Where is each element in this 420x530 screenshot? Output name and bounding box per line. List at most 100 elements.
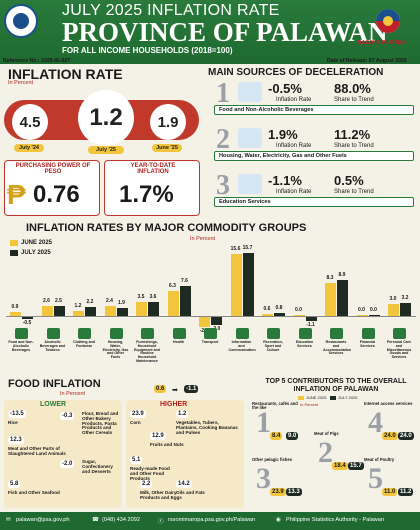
bar-label: 6.3 <box>169 282 176 289</box>
bar-label: 0.6 <box>263 305 271 312</box>
dec-rate: -1.1% <box>268 173 302 188</box>
top5-name: Other pelagic fishes <box>252 457 293 462</box>
category-label: Housing, Water, Electricity, Gas and Oth… <box>102 340 129 360</box>
category-label: Financial Services <box>359 340 376 348</box>
food-higher-value: 23.9 <box>130 410 146 418</box>
bar-july <box>22 317 33 319</box>
bar-label: 0.0 <box>370 307 377 313</box>
header-banner: JULY 2025 INFLATION RATE PROVINCE OF PAL… <box>0 0 420 64</box>
bar-july <box>85 307 96 316</box>
bar-july <box>148 301 159 316</box>
dec-rate: 1.9% <box>268 127 298 142</box>
top5-june: 8.4 <box>270 432 283 440</box>
dec-item-icon <box>238 128 262 148</box>
footer-email[interactable]: palawan@psa.gov.ph <box>16 517 70 523</box>
dec-share: 0.5% <box>334 173 364 188</box>
ytd-label: YEAR-TO-DATE INFLATION <box>130 163 176 175</box>
bar-label: 3.0 <box>389 296 397 302</box>
province-title: PROVINCE OF PALAWAN <box>62 17 388 47</box>
category-icon <box>46 328 60 339</box>
bar-june <box>388 304 399 316</box>
inflation-title: INFLATION RATE <box>8 66 123 82</box>
legend-june: JUNE 2025 <box>21 240 53 246</box>
jul24-label: July '24 <box>14 144 44 152</box>
bar-june <box>104 306 116 316</box>
dec-share-label: Share to Trend <box>334 143 374 149</box>
food-higher-name: Fruits and Nuts <box>150 442 184 447</box>
category-icon <box>15 328 28 339</box>
top5-july: 24.0 <box>398 432 414 440</box>
category-icon <box>109 328 123 339</box>
food-higher-name: Oils and Fats <box>176 490 205 495</box>
top5-legend-june: JUNE 2025 <box>306 395 327 400</box>
dec-rate-label: Inflation Rate <box>276 189 312 195</box>
deceleration-title: MAIN SOURCES OF DECELERATION <box>208 67 384 78</box>
bar-july <box>53 306 65 316</box>
top5-june: 11.0 <box>382 488 398 496</box>
food-higher-value: 12.9 <box>150 432 166 440</box>
category-icon <box>330 328 343 339</box>
top5-title: TOP 5 CONTRIBUTORS TO THE OVERALL INFLAT… <box>265 378 407 393</box>
report-title: JULY 2025 INFLATION RATE <box>62 2 280 19</box>
top5-june: 24.0 <box>382 432 398 440</box>
bar-label: 15.7 <box>242 245 253 252</box>
food-lower-name: Flour, Bread and Other Bakery Products, … <box>82 411 119 436</box>
jul24-bubble: 4.5 <box>12 104 48 140</box>
food-higher-name: Milk, Other Dairy Products and Eggs <box>140 490 182 500</box>
food-higher-name: Vegetables, Tubers, Plantains, Cooking B… <box>176 420 238 435</box>
food-higher-name: Corn <box>130 420 141 425</box>
dec-rate-label: Inflation Rate <box>276 143 312 149</box>
category-label: Information and Communication <box>228 340 256 352</box>
category-icon <box>172 328 186 339</box>
category-label: Education Services <box>295 340 314 348</box>
bar-label: 0.8 <box>275 304 283 311</box>
top5-rank: 3 <box>256 462 271 495</box>
dec-item-name: Housing, Water, Electricity, Gas and Oth… <box>214 151 414 161</box>
bagong-pilipinas-seal <box>376 9 400 33</box>
food-higher-label: HIGHER <box>160 401 188 408</box>
footer: ✉ palawan@psa.gov.ph ☎ (048) 434 2092 ⓕ … <box>0 512 420 530</box>
dec-rank-number: 1 <box>216 78 230 109</box>
top5-july: 9.0 <box>286 432 299 440</box>
food-higher-value: 2.2 <box>140 480 153 488</box>
peso-icon: ₱ <box>7 179 26 210</box>
food-june-value: 0.6 <box>154 385 167 393</box>
top5-legend-july: JULY 2025 <box>338 395 358 400</box>
food-july-value: -1.1 <box>184 385 199 393</box>
dec-rate: -0.5% <box>268 81 302 96</box>
dec-share-label: Share to Trend <box>334 189 374 195</box>
seal-caption: BAGONG PILIPINAS <box>358 40 407 46</box>
bar-july <box>400 303 411 316</box>
purchasing-power-value: 0.76 <box>33 181 80 208</box>
bar-label: 3.2 <box>401 295 409 302</box>
category-label: Restaurants and Accommodation Services <box>323 340 352 356</box>
top5-rank: 4 <box>368 406 383 439</box>
bar-july <box>179 285 191 316</box>
food-lower-value: -13.5 <box>8 410 26 418</box>
bar-june <box>41 305 53 316</box>
release-date: Date of Release: 07 August 2025 <box>327 58 407 64</box>
bar-july <box>305 317 317 322</box>
bar-label: 2.2 <box>86 299 94 306</box>
category-label: Recreation, Sport and Culture <box>263 340 283 352</box>
bar-label: 2.4 <box>106 298 113 305</box>
footer-fb[interactable]: rssomimaropa.psa.gov.ph/Palawan <box>168 517 255 523</box>
category-icon <box>78 328 91 339</box>
food-lower-value: 5.8 <box>8 480 21 488</box>
category-icon <box>393 328 406 339</box>
bar-label: 0.0 <box>358 307 365 313</box>
category-icon <box>141 328 154 339</box>
bar-june <box>136 302 147 316</box>
bar-july <box>368 315 380 316</box>
food-higher-name: Ready-made Food and Other Food Products <box>130 466 170 481</box>
top5-rank: 2 <box>318 436 333 469</box>
food-higher-value: 5.1 <box>130 456 143 464</box>
category-label: Health <box>173 340 184 344</box>
top5-july: 15.7 <box>348 462 364 470</box>
bar-label: 8.9 <box>338 272 346 279</box>
bar-june <box>325 282 336 316</box>
bar-july <box>337 280 348 316</box>
bar-label: 3.6 <box>149 293 157 300</box>
food-lower-value: -0.3 <box>60 412 75 420</box>
category-label: Transport <box>201 340 219 344</box>
